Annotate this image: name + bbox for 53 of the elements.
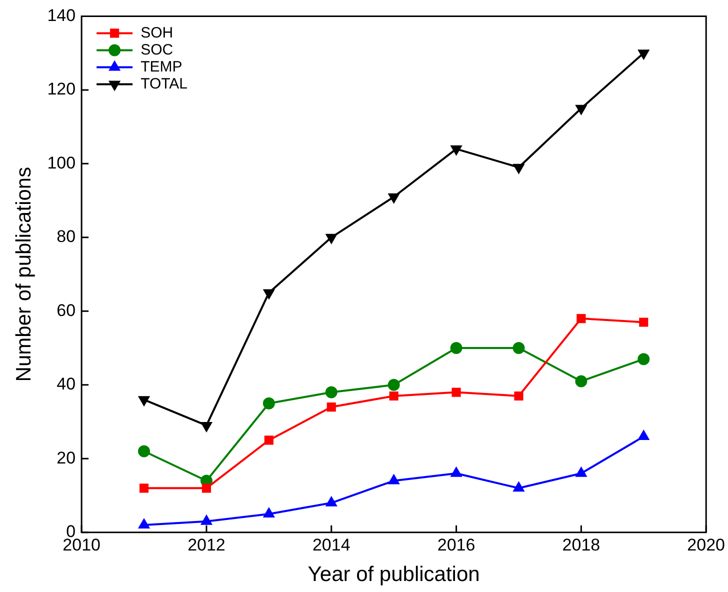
x-tick-label: 2014 xyxy=(312,535,350,554)
point xyxy=(325,386,338,398)
x-tick-label: 2012 xyxy=(188,535,226,554)
point xyxy=(202,484,212,493)
point xyxy=(201,515,212,525)
x-tick-label: 2020 xyxy=(687,535,726,554)
point xyxy=(638,50,649,60)
legend-label: TEMP xyxy=(140,58,182,76)
point xyxy=(512,342,525,354)
point xyxy=(262,397,275,410)
point xyxy=(264,436,274,445)
point xyxy=(638,430,649,440)
point xyxy=(389,391,398,401)
y-tick-label: 60 xyxy=(56,300,76,320)
y-tick-label: 20 xyxy=(56,448,76,468)
y-axis-title: Number of publications xyxy=(12,166,36,382)
point xyxy=(450,467,462,477)
point xyxy=(513,164,524,174)
y-tick-label: 40 xyxy=(56,374,76,394)
point xyxy=(388,378,400,391)
point xyxy=(201,422,212,432)
y-tick-label: 140 xyxy=(47,6,76,25)
point xyxy=(450,145,462,155)
point xyxy=(575,375,588,388)
point xyxy=(138,519,150,529)
point xyxy=(388,193,400,203)
y-tick-label: 80 xyxy=(56,227,76,246)
point xyxy=(639,318,648,327)
x-axis-title: Year of publication xyxy=(308,563,480,586)
point xyxy=(138,396,150,406)
point xyxy=(576,467,587,477)
legend-label: TOTAL xyxy=(140,75,188,92)
legend-label: SOH xyxy=(140,24,174,42)
y-tick-label: 120 xyxy=(47,80,76,99)
point xyxy=(388,474,400,484)
point xyxy=(138,445,150,458)
x-tick-label: 2018 xyxy=(562,535,600,554)
point xyxy=(326,234,337,244)
point xyxy=(576,104,587,114)
legend-label: SOC xyxy=(140,41,174,58)
point xyxy=(576,314,586,324)
y-tick-label: 100 xyxy=(47,153,76,172)
point xyxy=(452,388,461,397)
point xyxy=(326,402,336,412)
point xyxy=(638,353,650,366)
point xyxy=(264,289,274,299)
point xyxy=(326,496,337,506)
point xyxy=(450,342,462,354)
point xyxy=(513,482,524,492)
point xyxy=(264,508,274,518)
point xyxy=(139,484,149,493)
x-tick-label: 2016 xyxy=(437,535,476,554)
point xyxy=(514,391,524,401)
